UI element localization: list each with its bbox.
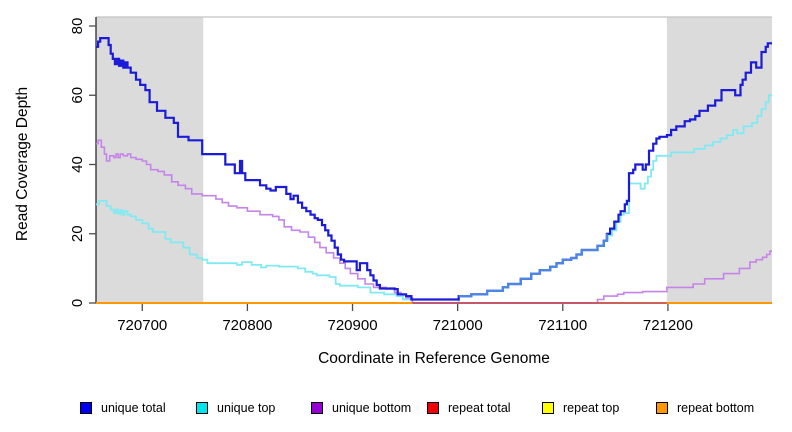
y-tick-label: 60	[69, 87, 86, 104]
x-axis-title: Coordinate in Reference Genome	[318, 350, 550, 367]
legend-swatch-repeat-total	[427, 402, 439, 414]
legend-swatch-repeat-bottom	[656, 402, 668, 414]
legend-swatch-unique-total	[80, 402, 92, 414]
x-tick-label: 721200	[643, 317, 693, 334]
legend-label-unique-total: unique total	[101, 401, 166, 415]
x-tick-label: 721000	[433, 317, 483, 334]
y-axis-title: Read Coverage Depth	[14, 87, 31, 241]
x-tick-label: 720700	[117, 317, 167, 334]
coverage-plot-svg: 720700 720800 720900 721000 721100 721200 0 20 4…	[14, 16, 772, 367]
legend-label-repeat-total: repeat total	[448, 401, 511, 415]
series-overlap-unique-total-top	[458, 233, 608, 298]
legend-item-unique-top: unique top	[196, 399, 275, 417]
legend-label-repeat-bottom: repeat bottom	[677, 401, 755, 415]
y-tick-label: 40	[69, 156, 86, 173]
legend-swatch-unique-top	[196, 402, 208, 414]
legend-item-unique-bottom: unique bottom	[311, 399, 411, 417]
axes: 720700 720800 720900 721000 721100 721200 0 20 4…	[69, 17, 772, 334]
legend-label-unique-top: unique top	[217, 401, 276, 415]
x-tick-label: 720800	[222, 317, 272, 334]
series-lines	[96, 37, 772, 304]
legend-label-unique-bottom: unique bottom	[332, 401, 412, 415]
legend-swatch-repeat-top	[542, 402, 554, 414]
x-tick-label: 721100	[538, 317, 587, 334]
repeat-region-band	[666, 17, 772, 303]
series-unique-total	[96, 37, 772, 301]
x-tick-label: 720900	[327, 317, 377, 334]
y-tick-label: 80	[69, 18, 86, 35]
legend-item-unique-total: unique total	[80, 399, 166, 417]
series-unique-bottom	[96, 139, 772, 304]
legend-item-repeat-top: repeat top	[542, 399, 619, 417]
repeat-region-shading	[96, 16, 772, 303]
y-tick-label: 0	[69, 299, 86, 307]
legend-label-repeat-top: repeat top	[563, 401, 620, 415]
legend-swatch-unique-bottom	[311, 402, 323, 414]
legend: unique total unique top unique bottom re…	[0, 399, 792, 423]
legend-item-repeat-bottom: repeat bottom	[656, 399, 754, 417]
legend-item-repeat-total: repeat total	[427, 399, 511, 417]
y-tick-label: 20	[69, 225, 86, 242]
